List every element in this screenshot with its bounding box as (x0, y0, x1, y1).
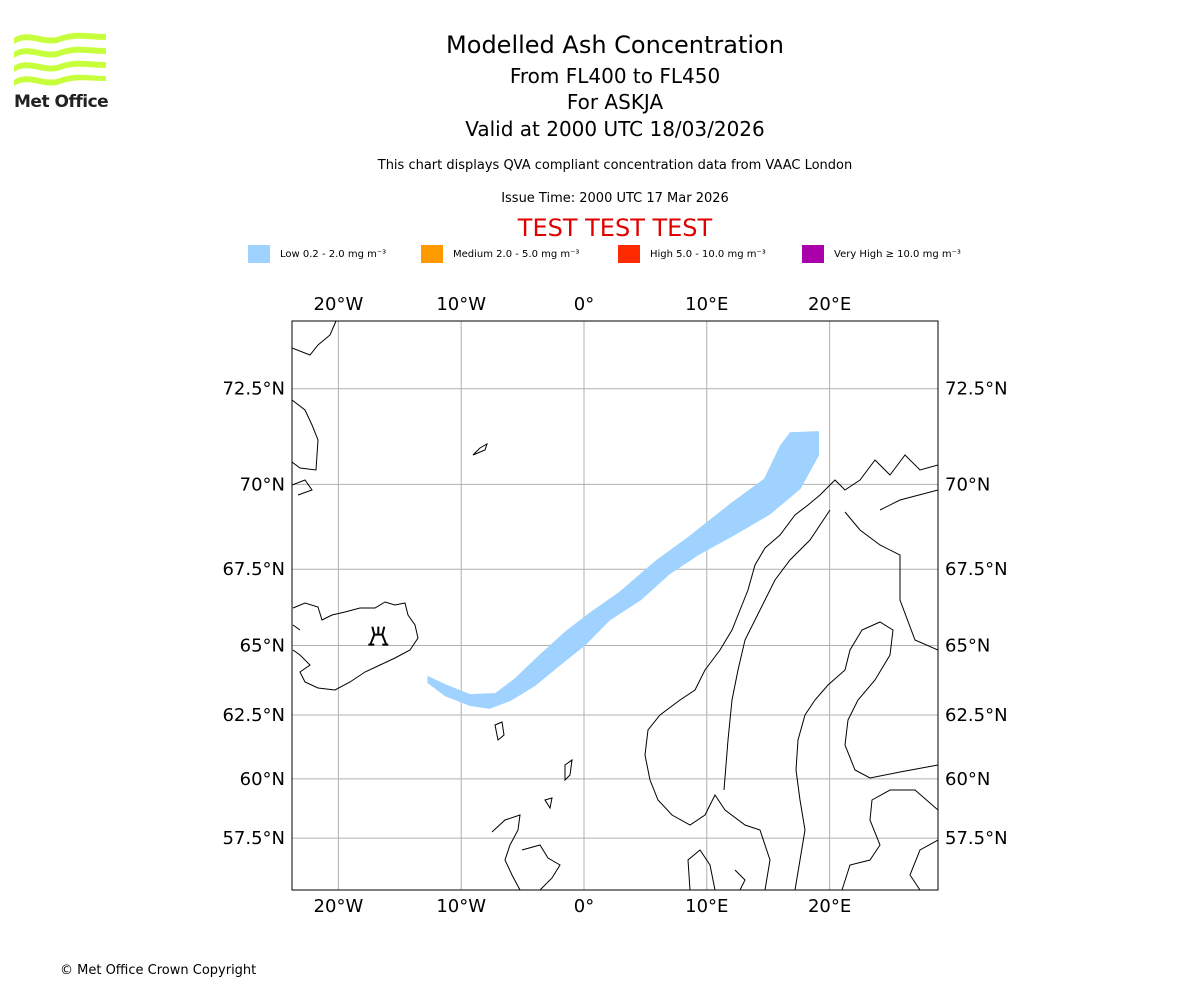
sweden-coast (794, 621, 938, 890)
lat-tick-label-left: 67.5°N (222, 559, 285, 580)
lon-tick-label-top: 10°W (436, 294, 486, 315)
map-frame (291, 320, 939, 891)
legend-label-low: Low 0.2 - 2.0 mg m⁻³ (280, 248, 387, 260)
scotland-coast (491, 814, 561, 890)
volcano-name: For ASKJA (566, 90, 664, 114)
flight-level-range: From FL400 to FL450 (509, 64, 721, 88)
lon-tick-label-bottom: 20°E (808, 896, 851, 917)
chart-title: Modelled Ash Concentration (446, 31, 784, 59)
jan-mayen-coast (472, 442, 488, 456)
lon-tick-label-top: 0° (574, 294, 594, 315)
lat-tick-label-right: 65°N (945, 636, 990, 657)
ash-areas (427, 431, 819, 709)
iceland-coast (292, 601, 419, 691)
valid-time: Valid at 2000 UTC 18/03/2026 (465, 117, 765, 141)
lat-tick-label-left: 57.5°N (222, 828, 285, 849)
lat-tick-label-left: 65°N (240, 636, 285, 657)
lon-tick-label-top: 10°E (685, 294, 728, 315)
legend-swatch-medium (421, 245, 443, 263)
volcano-icon (368, 626, 389, 646)
norway-sweden-border (723, 509, 831, 791)
test-banner: TEST TEST TEST (517, 214, 713, 242)
coastlines (292, 321, 938, 890)
ash-area-low (427, 431, 819, 709)
shetland-coast (544, 758, 573, 810)
chart-description: This chart displays QVA compliant concen… (377, 158, 853, 173)
issue-time: Issue Time: 2000 UTC 17 Mar 2026 (501, 191, 729, 206)
legend-swatch-high (618, 245, 640, 263)
volcano-symbol (368, 626, 389, 646)
denmark-coast (687, 849, 746, 890)
lat-tick-label-right: 70°N (945, 474, 990, 495)
norway-coast (644, 454, 938, 890)
lon-tick-label-bottom: 10°W (436, 896, 486, 917)
legend-label-very-high: Very High ≥ 10.0 mg m⁻³ (834, 248, 961, 260)
lat-tick-label-right: 60°N (945, 769, 990, 790)
logo-text: Met Office (14, 92, 109, 112)
lon-tick-label-top: 20°E (808, 294, 851, 315)
lat-tick-label-left: 72.5°N (222, 379, 285, 400)
faroe-coast (494, 721, 505, 741)
lat-tick-label-right: 62.5°N (945, 705, 1008, 726)
legend-item-medium: Medium 2.0 - 5.0 mg m⁻³ (421, 245, 579, 263)
axis-tick-labels: 20°W 20°W 10°W 10°W 0° 0° 10°E 10°E 20°E 20°E 72.5… (222, 294, 1007, 917)
lat-tick-label-right: 67.5°N (945, 559, 1008, 580)
lon-tick-label-top: 20°W (314, 294, 364, 315)
legend-swatch-very-high (802, 245, 824, 263)
legend-item-low: Low 0.2 - 2.0 mg m⁻³ (248, 245, 386, 263)
met-office-logo (14, 30, 106, 112)
baltic-coast (841, 789, 938, 890)
legend-item-very-high: Very High ≥ 10.0 mg m⁻³ (802, 245, 961, 263)
lon-tick-label-bottom: 20°W (314, 896, 364, 917)
legend-label-high: High 5.0 - 10.0 mg m⁻³ (650, 248, 766, 260)
lat-tick-label-right: 72.5°N (945, 379, 1008, 400)
lat-tick-label-left: 62.5°N (222, 705, 285, 726)
legend-item-high: High 5.0 - 10.0 mg m⁻³ (618, 245, 766, 263)
lat-tick-label-left: 70°N (240, 474, 285, 495)
copyright-notice: © Met Office Crown Copyright (60, 963, 257, 978)
lon-tick-label-bottom: 10°E (685, 896, 728, 917)
lat-tick-label-left: 60°N (240, 769, 285, 790)
greenland-coast (292, 321, 337, 496)
lat-tick-label-right: 57.5°N (945, 828, 1008, 849)
legend-label-medium: Medium 2.0 - 5.0 mg m⁻³ (453, 248, 580, 260)
legend-swatch-low (248, 245, 270, 263)
finland-border (844, 489, 938, 651)
lon-tick-label-bottom: 0° (574, 896, 594, 917)
